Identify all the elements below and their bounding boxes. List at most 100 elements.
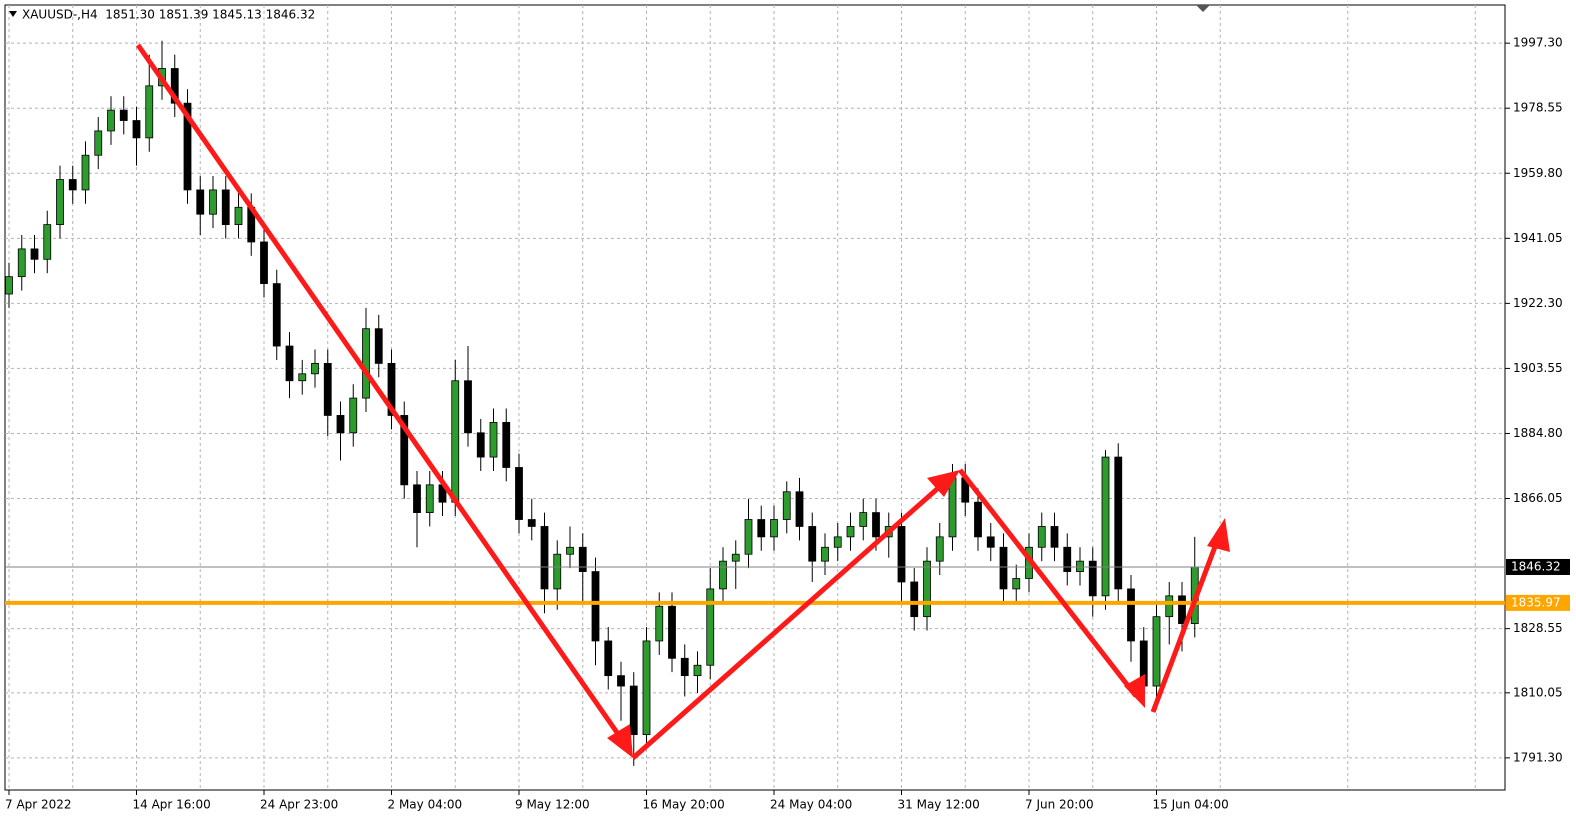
candle-body [502,421,511,468]
candle-body [821,546,829,562]
candle-body [1063,546,1072,572]
x-tick-label: 9 May 12:00 [515,798,590,812]
y-tick-label: 1810.05 [1513,685,1563,699]
candle-body [923,560,931,618]
candle-body [94,130,103,156]
candle-body [795,491,804,527]
candle-body [731,553,740,562]
candle-body [387,362,396,416]
candle-body [833,536,842,548]
price-label-box [1506,594,1570,611]
candle-body [655,605,664,642]
candle-body [145,85,154,139]
arrow-head [607,724,633,758]
price-label: 1846.32 [1511,559,1561,573]
candle-body [629,685,638,736]
candle-body [260,241,268,284]
candle-body [1101,456,1110,597]
arrow-line [631,480,947,760]
candle-body [170,68,179,104]
candle-body [515,467,523,520]
candle-body [846,526,855,538]
candle-body [451,380,460,503]
y-tick-label: 1791.30 [1513,750,1563,764]
candle-body [566,546,574,555]
candle-body [323,362,332,416]
candle-body [374,328,383,364]
candle-body [706,588,715,666]
candle-body [617,675,625,687]
price-lines [5,566,1505,605]
axes: 1997.30 1978.55 1959.80 1941.05 1922.30 1903.… [5,36,1570,812]
candle-body [234,206,243,226]
candle-body [68,179,77,191]
x-tick-label: 16 May 20:00 [643,798,725,812]
x-tick-label: 7 Apr 2022 [5,798,72,812]
candle-body [782,491,791,520]
arrows [135,43,1230,760]
candle-body [285,345,294,382]
candle-body [642,640,651,736]
candle-body [910,581,919,618]
candle-body [668,605,676,659]
candle-body [209,189,217,215]
candle-body [464,380,472,434]
candle-body [744,519,753,555]
y-tick-label: 1866.05 [1513,491,1563,505]
candle-body [897,526,906,583]
candle-body [578,546,587,572]
candle-body [1114,456,1123,590]
candle-body [1165,595,1174,618]
candle-body [553,553,562,590]
arrow-head [927,470,960,497]
arrow-line [135,43,628,746]
candles [5,40,1199,766]
arrow-head [1124,674,1145,708]
candle-body [1012,578,1021,590]
candle-body [221,189,230,226]
plot-area [4,4,1506,791]
menu-icon[interactable] [9,11,17,17]
candle-body [43,224,52,260]
candle-body [107,109,115,132]
candle-body [757,519,766,538]
y-tick-label: 1828.55 [1513,621,1563,635]
x-tick-label: 14 Apr 16:00 [133,798,211,812]
shift-marker [1196,5,1210,12]
candle-body [196,189,205,215]
candle-body [974,501,982,538]
candle-body [1178,595,1186,625]
candle-body [311,362,319,375]
candle-body [986,536,995,548]
x-tick-label: 31 May 12:00 [898,798,980,812]
candle-body [527,519,536,527]
candle-body [872,512,880,538]
candle-body [808,526,817,562]
candle-body [770,519,778,538]
arrow-head [1207,518,1230,552]
candle-body [719,560,727,590]
x-tick-label: 7 Jun 20:00 [1025,798,1094,812]
candle-body [859,512,868,527]
candle-body [5,276,13,295]
candle-body [489,421,498,458]
candle-body [935,536,944,562]
y-tick-label: 1903.55 [1513,361,1563,375]
candle-body [298,373,307,382]
candle-body [1050,526,1059,548]
y-tick-label: 1959.80 [1513,166,1563,180]
candle-body [81,154,90,191]
price-label-box [1506,558,1570,575]
candle-body [413,484,421,513]
candle-body [132,120,141,139]
price-label: 1835.97 [1511,595,1561,609]
y-tick-label: 1884.80 [1513,426,1563,440]
x-tick-label: 24 May 04:00 [770,798,852,812]
candle-body [336,415,345,434]
y-tick-label: 1978.55 [1513,101,1563,115]
chart-title: XAUUSD-,H4 1851.30 1851.39 1845.13 1846.… [22,8,315,22]
candle-body [349,397,358,434]
candle-body [30,248,39,260]
